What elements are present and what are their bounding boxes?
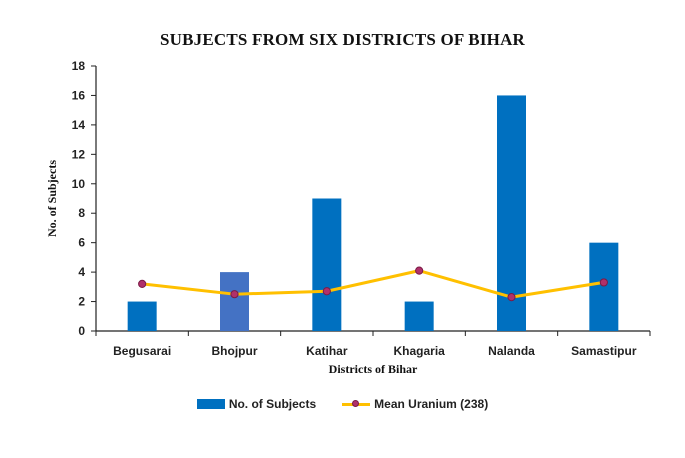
legend-label-subjects: No. of Subjects [228, 397, 317, 411]
bar-series [127, 95, 619, 331]
uranium-point-nalanda [507, 293, 516, 302]
x-tick-label: Nalanda [488, 344, 535, 358]
x-tick-labels: Begusarai Bhojpur Katihar Khagaria Nalanda Sa… [113, 344, 637, 358]
chart-title: SUBJECTS FROM SIX DISTRICTS OF BIHAR [159, 30, 526, 49]
y-tick-label: 0 [78, 324, 85, 338]
y-tick-label: 10 [72, 177, 86, 191]
uranium-point-khagaria [415, 266, 424, 275]
legend-item-uranium: Mean Uranium (238) [342, 397, 488, 411]
y-axis [91, 65, 97, 332]
x-tick-label: Begusarai [113, 344, 171, 358]
bar-begusarai [127, 301, 157, 331]
uranium-point-samastipur [599, 278, 608, 287]
legend-item-subjects: No. of Subjects [196, 397, 317, 411]
bar-samastipur [589, 242, 619, 331]
y-tick-label: 18 [72, 59, 86, 73]
bar-katihar [312, 198, 342, 331]
y-tick-label: 4 [78, 265, 85, 279]
bar-nalanda [497, 95, 526, 331]
x-tick-label: Khagaria [393, 344, 445, 358]
legend-line-swatch [342, 399, 371, 409]
x-tick-label: Bhojpur [212, 344, 258, 358]
x-tick-label: Katihar [306, 344, 348, 358]
uranium-point-bhojpur [230, 290, 239, 299]
line-series [138, 266, 608, 302]
y-tick-label: 16 [72, 88, 86, 102]
uranium-line [142, 269, 605, 299]
legend-bar-swatch [196, 399, 225, 409]
y-tick-label: 2 [78, 295, 85, 309]
uranium-point-begusarai [138, 279, 147, 288]
y-tick-label: 12 [72, 147, 86, 161]
y-tick-labels: 0 2 4 6 8 10 12 14 16 18 [72, 59, 86, 338]
x-tick-label: Samastipur [571, 344, 637, 358]
uranium-point-katihar [322, 287, 331, 296]
legend-label-uranium: Mean Uranium (238) [374, 397, 489, 411]
x-axis-title: Districts of Bihar [329, 362, 418, 376]
y-tick-label: 6 [78, 236, 85, 250]
y-tick-label: 14 [72, 118, 86, 132]
legend: No. of Subjects Mean Uranium (238) [0, 397, 685, 411]
x-axis [95, 330, 651, 336]
bar-bhojpur [220, 272, 249, 331]
y-axis-title: No. of Subjects [45, 160, 59, 237]
bar-khagaria [404, 301, 434, 331]
y-tick-label: 8 [78, 206, 85, 220]
